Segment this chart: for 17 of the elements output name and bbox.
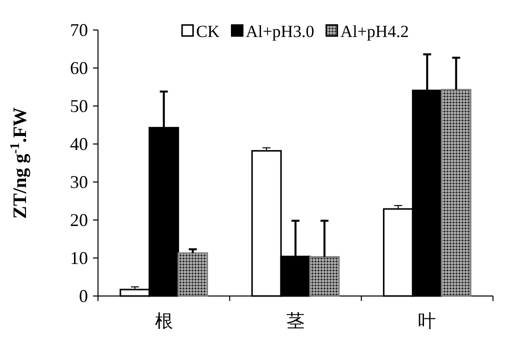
bar — [178, 252, 208, 297]
x-tick-label: 叶 — [418, 311, 436, 331]
legend-label: Al+pH4.2 — [340, 22, 409, 41]
y-tick-label: 20 — [70, 210, 88, 230]
y-tick-label: 60 — [70, 58, 88, 78]
y-tick-label: 10 — [70, 248, 88, 268]
bar — [440, 88, 472, 297]
y-tick-label: 30 — [70, 172, 88, 192]
y-tick-label: 40 — [70, 134, 88, 154]
legend-label: CK — [196, 22, 220, 41]
y-tick-label: 70 — [70, 20, 88, 40]
bar — [309, 256, 340, 297]
legend-label: Al+pH3.0 — [246, 22, 314, 41]
y-tick-label: 50 — [70, 96, 88, 116]
y-tick-label: 0 — [79, 286, 88, 306]
x-tick-label: 根 — [154, 311, 173, 331]
x-tick-label: 茎 — [286, 311, 304, 331]
